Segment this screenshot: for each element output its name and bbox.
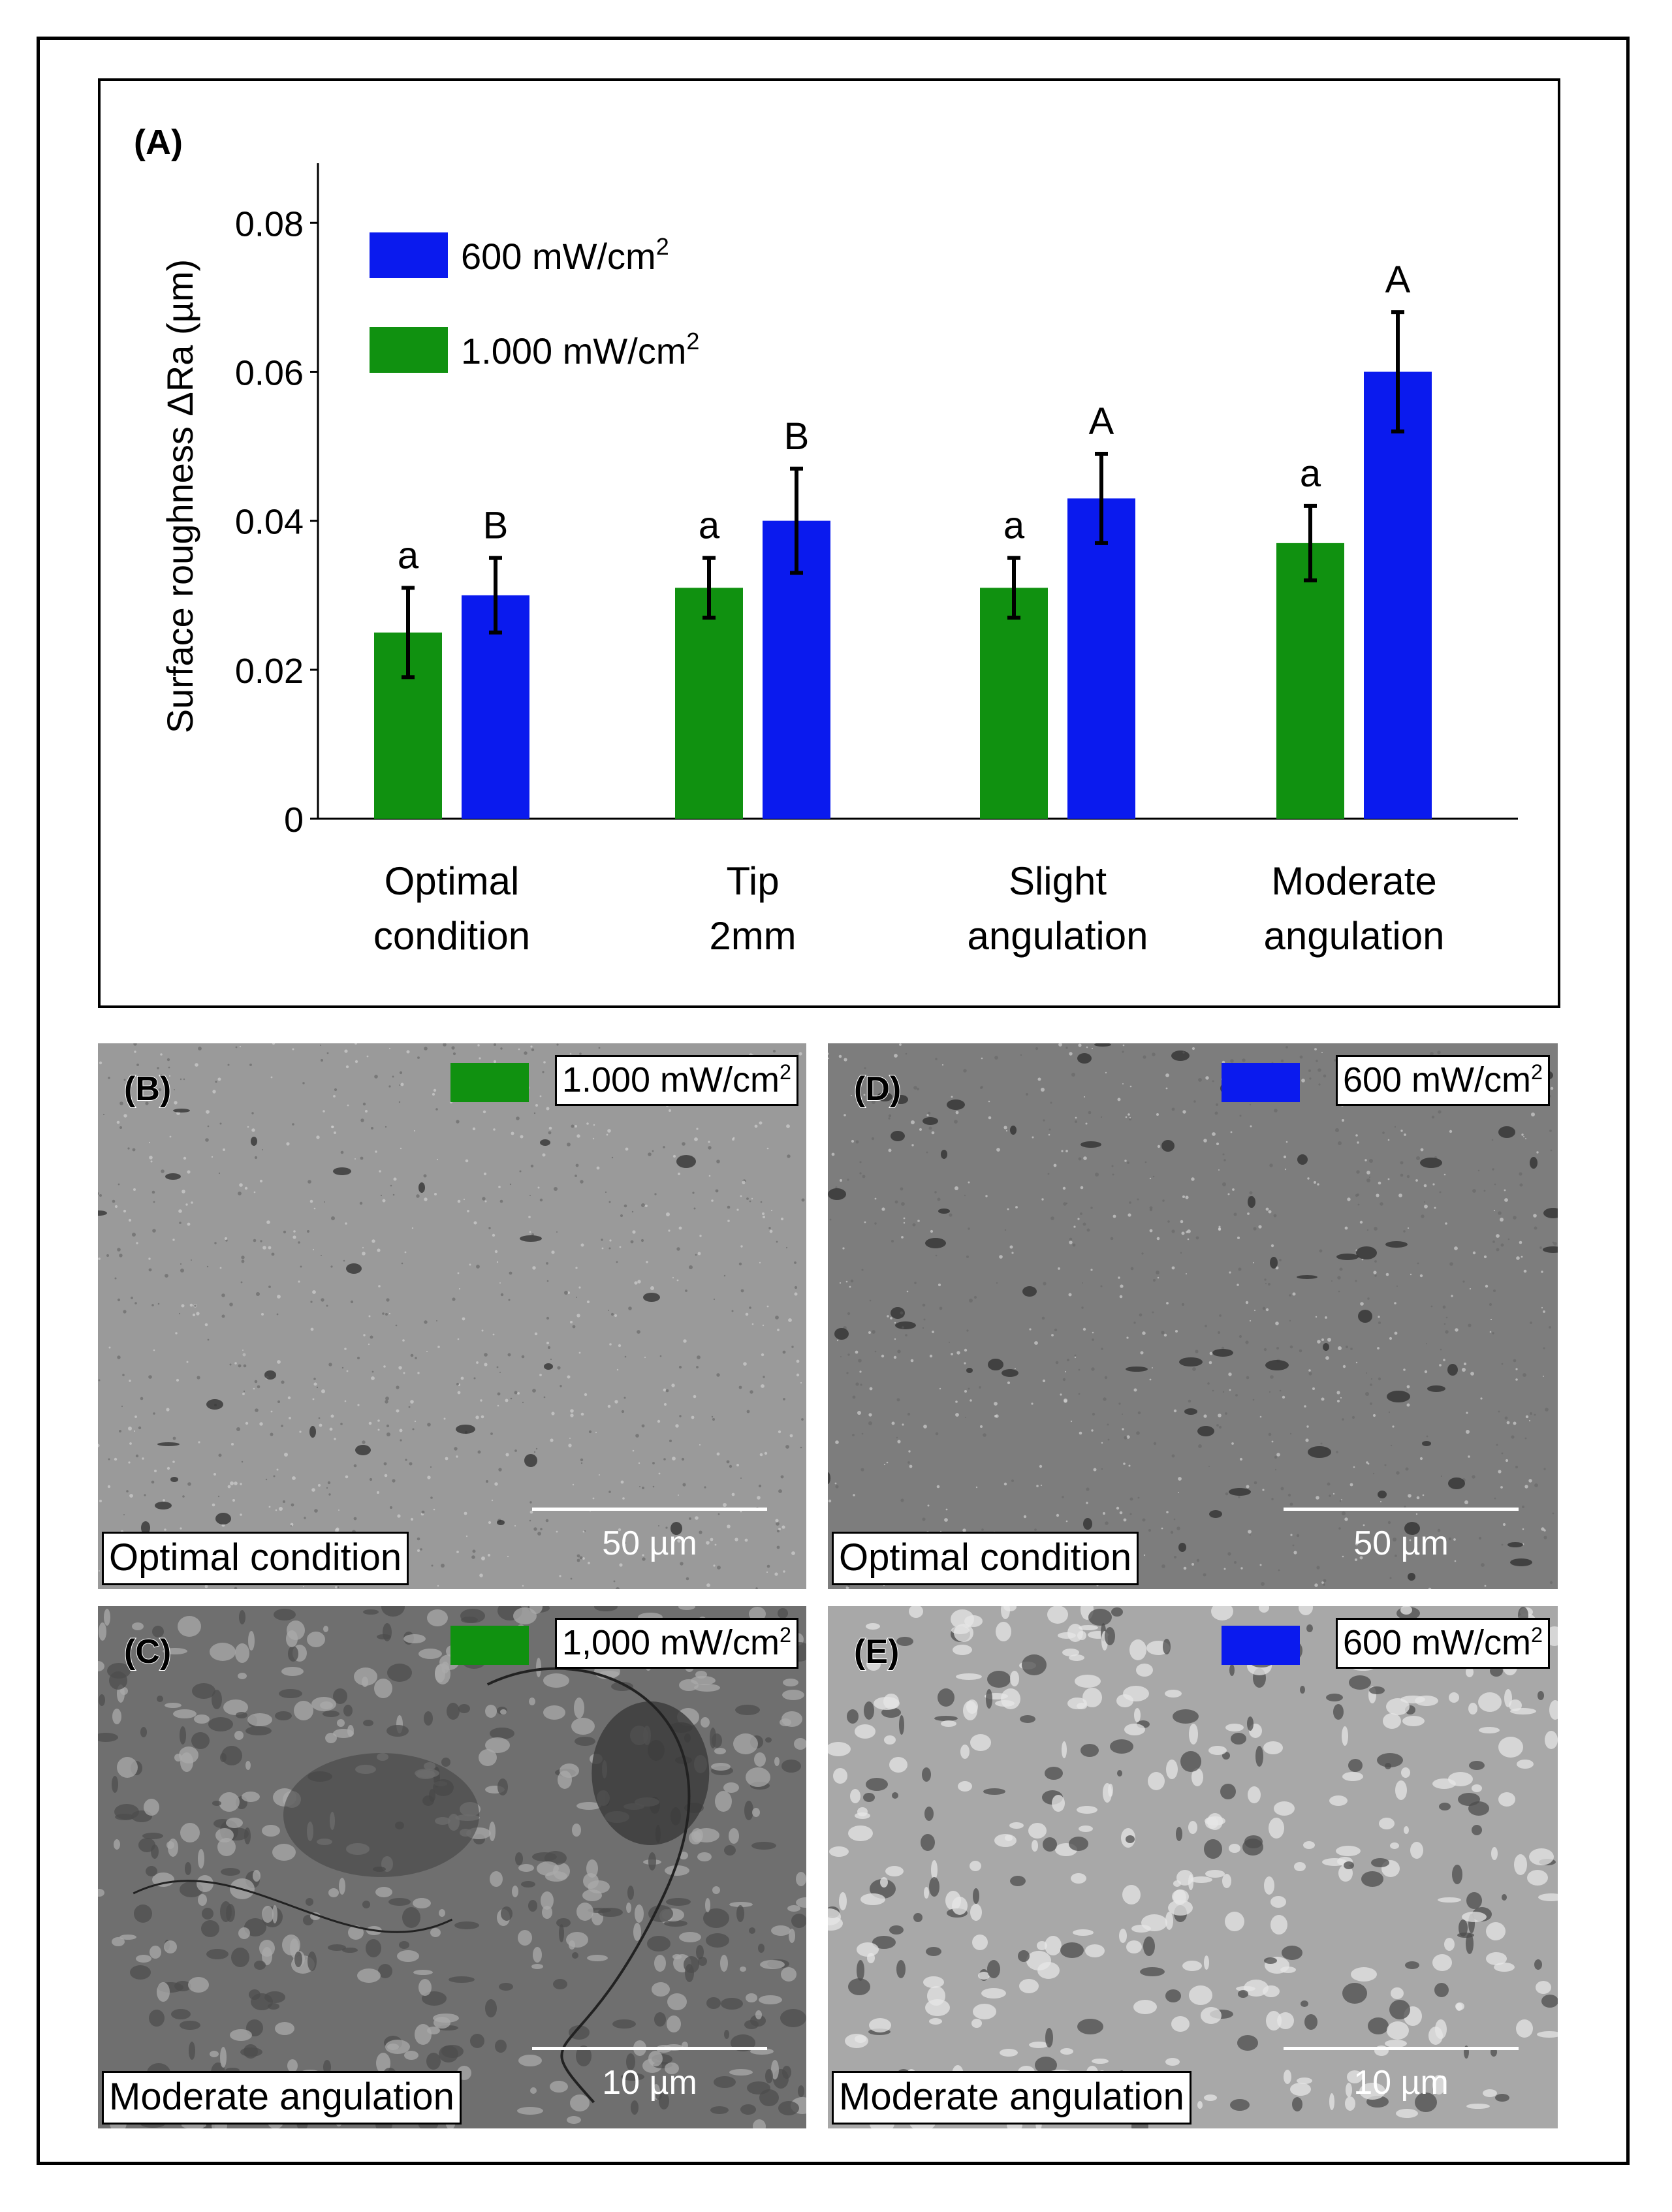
bar	[1276, 543, 1344, 819]
x-tick-label: Tip 2mm	[709, 859, 796, 958]
figure-frame	[37, 37, 1630, 2165]
intensity-label: 600 mW/cm2	[1335, 1618, 1550, 1669]
chart-frame	[98, 78, 1560, 1008]
significance-letter: a	[1003, 505, 1025, 547]
scale-bar-label: 50 µm	[602, 1525, 697, 1562]
significance-letter: B	[784, 415, 810, 458]
condition-label: Optimal condition	[832, 1532, 1139, 1585]
sem-panel: (B) 1.000 mW/cm2 Optimal condition 50 µm	[98, 1043, 806, 1589]
bars: a a a a B B A A	[374, 259, 1432, 819]
micrograph-texture	[828, 1043, 1558, 1589]
intensity-label: 1,000 mW/cm2	[554, 1618, 798, 1669]
sem-panel: (D) 600 mW/cm2 Optimal condition 50 µm	[828, 1043, 1558, 1589]
condition-label: Moderate angulation	[102, 2071, 462, 2125]
panel-letter: (D)	[853, 1069, 902, 1109]
panel-letter: (C)	[123, 1632, 172, 1671]
bar	[675, 588, 743, 819]
intensity-label: 600 mW/cm2	[1335, 1055, 1550, 1106]
bar-chart: (A) Surface roughness ΔRa (µm) 0 0.02 0.04…	[98, 78, 1560, 1008]
condition-label: Optimal condition	[102, 1532, 409, 1585]
scale-bar-label: 50 µm	[1353, 1525, 1449, 1562]
scale-bar	[532, 1508, 767, 1511]
y-tick-label: 0.04	[235, 503, 304, 542]
x-tick-label: Slight angulation	[968, 859, 1148, 958]
intensity-swatch	[450, 1626, 529, 1665]
bar	[1067, 498, 1135, 819]
bar	[1364, 371, 1432, 819]
scale-bar	[1284, 2047, 1519, 2050]
y-tick-label: 0.08	[235, 204, 304, 244]
intensity-label: 1.000 mW/cm2	[554, 1055, 798, 1106]
y-tick-label: 0.02	[235, 652, 304, 691]
panel-letter: (B)	[123, 1069, 172, 1109]
scale-bar-label: 10 µm	[602, 2064, 697, 2102]
condition-label: Moderate angulation	[832, 2071, 1191, 2125]
sem-panel: (E) 600 mW/cm2 Moderate angulation 10 µm	[828, 1606, 1558, 2128]
scale-bar	[1284, 1508, 1519, 1511]
x-tick-labels: Optimal condition Tip 2mm Slight angulation Mo…	[373, 859, 1445, 958]
intensity-swatch	[1222, 1063, 1300, 1102]
significance-letter: A	[1089, 400, 1114, 443]
scale-bar	[532, 2047, 767, 2050]
significance-letter: a	[398, 534, 419, 577]
sem-panel: (C) 1,000 mW/cm2 Moderate angulation 10 µm	[98, 1606, 806, 2128]
micrograph-texture	[98, 1043, 806, 1589]
intensity-swatch	[1222, 1626, 1300, 1665]
legend-label: 1.000 mW/cm2	[461, 328, 699, 371]
x-tick-label: Optimal condition	[373, 859, 530, 958]
x-tick-label: Moderate angulation	[1264, 859, 1445, 958]
y-tick-label: 0.06	[235, 353, 304, 392]
y-tick-label: 0	[284, 800, 304, 840]
intensity-swatch	[450, 1063, 529, 1102]
panel-letter: (E)	[853, 1632, 900, 1671]
significance-letter: a	[699, 505, 720, 547]
legend-label: 600 mW/cm2	[461, 233, 669, 277]
significance-letter: A	[1385, 259, 1411, 301]
micrograph-texture	[828, 1606, 1558, 2128]
panel-a-label: (A)	[134, 123, 183, 162]
micrograph-texture	[98, 1606, 806, 2128]
axes: 0 0.02 0.04 0.06 0.08	[235, 163, 1518, 840]
significance-letter: a	[1300, 452, 1321, 495]
significance-letter: B	[483, 505, 509, 547]
bar	[980, 588, 1048, 819]
legend: 600 mW/cm2 1.000 mW/cm2	[370, 232, 699, 373]
scale-bar-label: 10 µm	[1353, 2064, 1449, 2102]
y-axis-label: Surface roughness ΔRa (µm)	[159, 259, 200, 733]
legend-swatch	[370, 232, 448, 278]
legend-swatch	[370, 327, 448, 373]
